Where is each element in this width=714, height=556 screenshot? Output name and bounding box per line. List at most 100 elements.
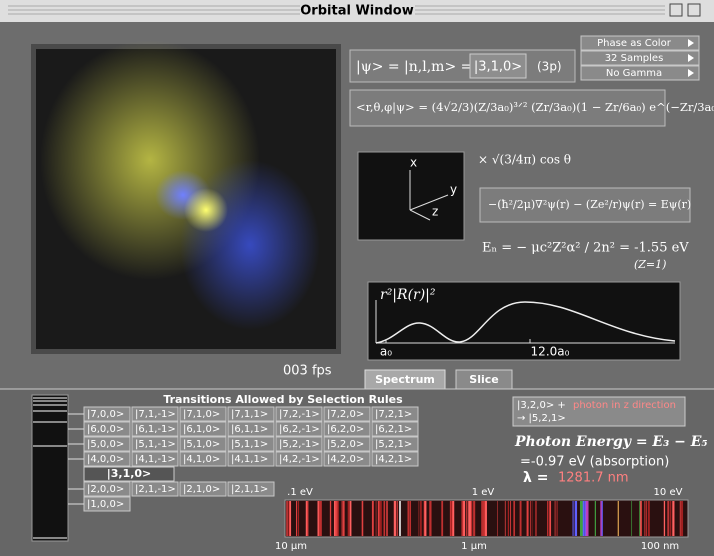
state-cell[interactable] (179, 421, 227, 437)
state-label[interactable]: |7,0,0> (87, 409, 124, 420)
state-cell[interactable] (323, 406, 371, 422)
state-cell[interactable] (371, 421, 419, 437)
state-cell[interactable] (371, 406, 419, 422)
state-cell[interactable] (323, 436, 371, 452)
state-cell[interactable] (131, 451, 179, 467)
state-label[interactable]: |6,2,1> (375, 424, 412, 435)
state-value-box[interactable] (469, 53, 527, 79)
state-cell[interactable] (371, 451, 419, 467)
energy-formula: Eₙ = − μc²Z²α² / 2n² = -1.55 eV (482, 241, 689, 256)
state-cell[interactable] (371, 436, 419, 452)
state-label[interactable]: |6,1,1> (231, 424, 268, 435)
state-label[interactable]: |1,0,0> (87, 499, 124, 510)
menu-label[interactable]: No Gamma (606, 68, 662, 79)
menu-button[interactable] (580, 50, 700, 66)
state-label[interactable]: |6,0,0> (87, 424, 124, 435)
state-cell[interactable] (275, 406, 323, 422)
state-label[interactable]: |6,1,0> (183, 424, 220, 435)
state-label[interactable]: |5,1,0> (183, 439, 220, 450)
transition-to: → |5,2,1> (517, 413, 566, 424)
menu-label[interactable]: 32 Samples (605, 53, 664, 64)
state-label[interactable]: |5,1,1> (231, 439, 268, 450)
state-label[interactable]: |4,0,0> (87, 454, 124, 465)
levels-box (31, 394, 69, 542)
state-label[interactable]: |5,2,0> (327, 439, 364, 450)
state-label[interactable]: |7,2,1> (375, 409, 412, 420)
state-label[interactable]: |6,1,-1> (135, 424, 176, 435)
state-label[interactable]: |5,1,-1> (135, 439, 176, 450)
menu-button[interactable] (580, 35, 700, 51)
photon-energy: =-0.97 eV (absorption) (520, 455, 669, 470)
state-label[interactable]: |7,2,-1> (279, 409, 320, 420)
state-cell[interactable] (227, 421, 275, 437)
state-label: |ψ> = |n,l,m> = (356, 59, 472, 75)
wavelength-scale-label: 10 µm (275, 541, 307, 552)
plot-x-label: 12.0a₀ (531, 345, 570, 359)
plot-label: r²|R(r)|² (380, 287, 436, 303)
state-label[interactable]: |6,2,0> (327, 424, 364, 435)
wavefunction-box (349, 89, 666, 127)
state-label[interactable]: |2,1,0> (183, 484, 220, 495)
state-label[interactable]: |7,2,0> (327, 409, 364, 420)
menu-arrow[interactable] (688, 54, 694, 62)
state-label[interactable]: |7,1,0> (183, 409, 220, 420)
state-cell[interactable] (275, 451, 323, 467)
menu-button[interactable] (580, 65, 700, 81)
state-label[interactable]: |7,1,1> (231, 409, 268, 420)
state-label[interactable]: |2,1,-1> (135, 484, 176, 495)
state-label[interactable]: |4,2,1> (375, 454, 412, 465)
state-cell[interactable] (179, 451, 227, 467)
state-label[interactable]: |6,2,-1> (279, 424, 320, 435)
wavelength-label: λ = (523, 470, 548, 486)
menu-arrow[interactable] (688, 69, 694, 77)
orbital-core (184, 188, 228, 232)
state-cell[interactable] (323, 451, 371, 467)
state-box (349, 49, 576, 83)
energy-scale-label: 1 eV (472, 487, 495, 498)
state-cell[interactable] (131, 481, 179, 497)
state-cell[interactable] (275, 421, 323, 437)
state-cell[interactable] (179, 406, 227, 422)
state-label[interactable]: |4,2,0> (327, 454, 364, 465)
state-cell[interactable] (131, 436, 179, 452)
state-cell[interactable] (227, 406, 275, 422)
wavelength-scale-label: 100 nm (641, 541, 679, 552)
state-label[interactable]: |2,0,0> (87, 484, 124, 495)
state-label[interactable]: |4,1,-1> (135, 454, 176, 465)
axis-label: y (450, 183, 457, 197)
plot-x-label: a₀ (380, 345, 392, 359)
zoom-box[interactable] (669, 3, 683, 17)
state-orbital: (3p) (537, 60, 562, 74)
menu-label[interactable]: Phase as Color (597, 38, 672, 49)
state-cell[interactable] (131, 406, 179, 422)
state-cell[interactable] (227, 481, 275, 497)
tab-label[interactable]: Spectrum (375, 373, 435, 386)
state-cell[interactable] (179, 481, 227, 497)
tab-label[interactable]: Slice (469, 373, 498, 386)
state-label[interactable]: |4,1,1> (231, 454, 268, 465)
state-label[interactable]: |4,2,-1> (279, 454, 320, 465)
collapse-box[interactable] (687, 3, 701, 17)
axis-label: x (410, 156, 417, 170)
state-label[interactable]: |2,1,1> (231, 484, 268, 495)
energy-levels (33, 397, 67, 539)
photon-energy-label: Photon Energy = E₃ − E₅ (514, 434, 708, 450)
transition-box (512, 396, 686, 427)
state-label[interactable]: |7,1,-1> (135, 409, 176, 420)
state-cell[interactable] (131, 421, 179, 437)
state-cell[interactable] (323, 421, 371, 437)
state-cell[interactable] (275, 436, 323, 452)
state-label[interactable]: |5,2,-1> (279, 439, 320, 450)
menu-arrow[interactable] (688, 39, 694, 47)
state-cell[interactable] (227, 451, 275, 467)
state-cell[interactable] (227, 436, 275, 452)
state-cell[interactable] (179, 436, 227, 452)
state-label[interactable]: |5,2,1> (375, 439, 412, 450)
transitions-title: Transitions Allowed by Selection Rules (163, 393, 403, 406)
state-grid: |7,0,0> |7,1,-1> |7,1,0> |7,1,1> |7,2,-1> |7,… (68, 406, 419, 512)
state-value[interactable]: |3,1,0> (474, 60, 522, 75)
state-label[interactable]: |4,1,0> (183, 454, 220, 465)
state-label[interactable]: |5,0,0> (87, 439, 124, 450)
title-stripes (8, 5, 665, 15)
